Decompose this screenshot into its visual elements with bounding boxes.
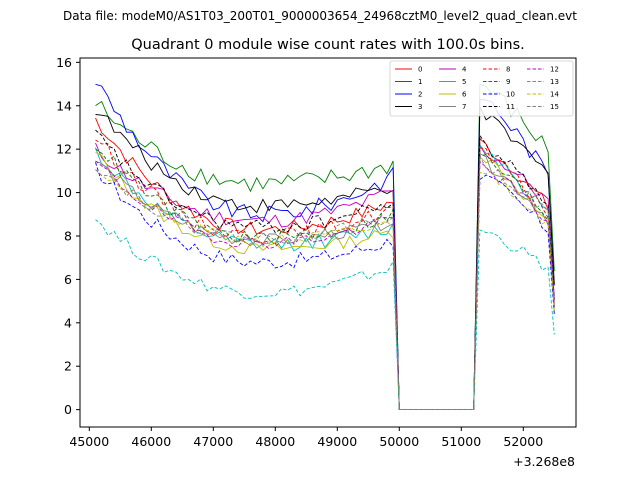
series-line-15 bbox=[95, 156, 555, 411]
x-tick-label: 50000 bbox=[379, 434, 419, 449]
series-line-13 bbox=[95, 219, 555, 411]
legend-label: 4 bbox=[462, 66, 467, 74]
legend-label: 2 bbox=[418, 91, 422, 99]
y-tick-label: 12 bbox=[56, 142, 72, 157]
x-offset-label: +3.268e8 bbox=[513, 454, 575, 469]
legend-label: 13 bbox=[550, 78, 559, 86]
legend-label: 10 bbox=[506, 91, 515, 99]
y-tick-label: 6 bbox=[64, 272, 72, 287]
plot-frame bbox=[79, 57, 577, 428]
series-line-9 bbox=[95, 148, 555, 411]
legend-label: 15 bbox=[550, 103, 559, 111]
series-line-5 bbox=[95, 143, 555, 411]
x-tick-label: 46000 bbox=[131, 434, 171, 449]
y-tick-label: 2 bbox=[64, 359, 72, 374]
y-axis: 0 2 4 6 8 10 12 14 16 bbox=[56, 55, 80, 417]
legend-label: 1 bbox=[418, 78, 422, 86]
series-line-10 bbox=[95, 162, 555, 411]
legend-label: 14 bbox=[550, 91, 559, 99]
series-line-7 bbox=[95, 152, 555, 411]
legend-label: 12 bbox=[550, 66, 559, 74]
legend-box bbox=[389, 60, 574, 117]
x-tick-label: 49000 bbox=[317, 434, 357, 449]
legend-label: 11 bbox=[506, 103, 515, 111]
chart-suptitle: Data file: modeM0/AS1T03_200T01_90000036… bbox=[63, 9, 577, 23]
x-axis: 45000 46000 47000 48000 49000 50000 51000 52000 bbox=[69, 427, 543, 449]
legend-label: 3 bbox=[418, 103, 422, 111]
series-line-8 bbox=[95, 139, 555, 411]
legend-label: 8 bbox=[506, 66, 510, 74]
y-tick-label: 16 bbox=[56, 55, 72, 70]
y-tick-label: 8 bbox=[64, 228, 72, 243]
series-line-11 bbox=[95, 129, 555, 411]
chart-title: Quadrant 0 module wise count rates with … bbox=[131, 37, 525, 53]
legend-label: 0 bbox=[418, 66, 422, 74]
plot-lines bbox=[95, 83, 555, 411]
legend-label: 5 bbox=[462, 78, 466, 86]
x-tick-label: 45000 bbox=[69, 434, 109, 449]
series-line-14 bbox=[95, 169, 555, 411]
y-tick-label: 4 bbox=[64, 315, 72, 330]
x-tick-label: 51000 bbox=[441, 434, 481, 449]
legend-label: 9 bbox=[506, 78, 510, 86]
x-tick-label: 47000 bbox=[193, 434, 233, 449]
x-tick-label: 52000 bbox=[503, 434, 543, 449]
y-tick-label: 10 bbox=[56, 185, 72, 200]
y-tick-label: 14 bbox=[56, 98, 72, 113]
series-line-3 bbox=[95, 106, 555, 411]
legend-label: 6 bbox=[462, 91, 467, 99]
legend-label: 7 bbox=[462, 103, 466, 111]
y-tick-label: 0 bbox=[64, 402, 72, 417]
x-tick-label: 48000 bbox=[255, 434, 295, 449]
